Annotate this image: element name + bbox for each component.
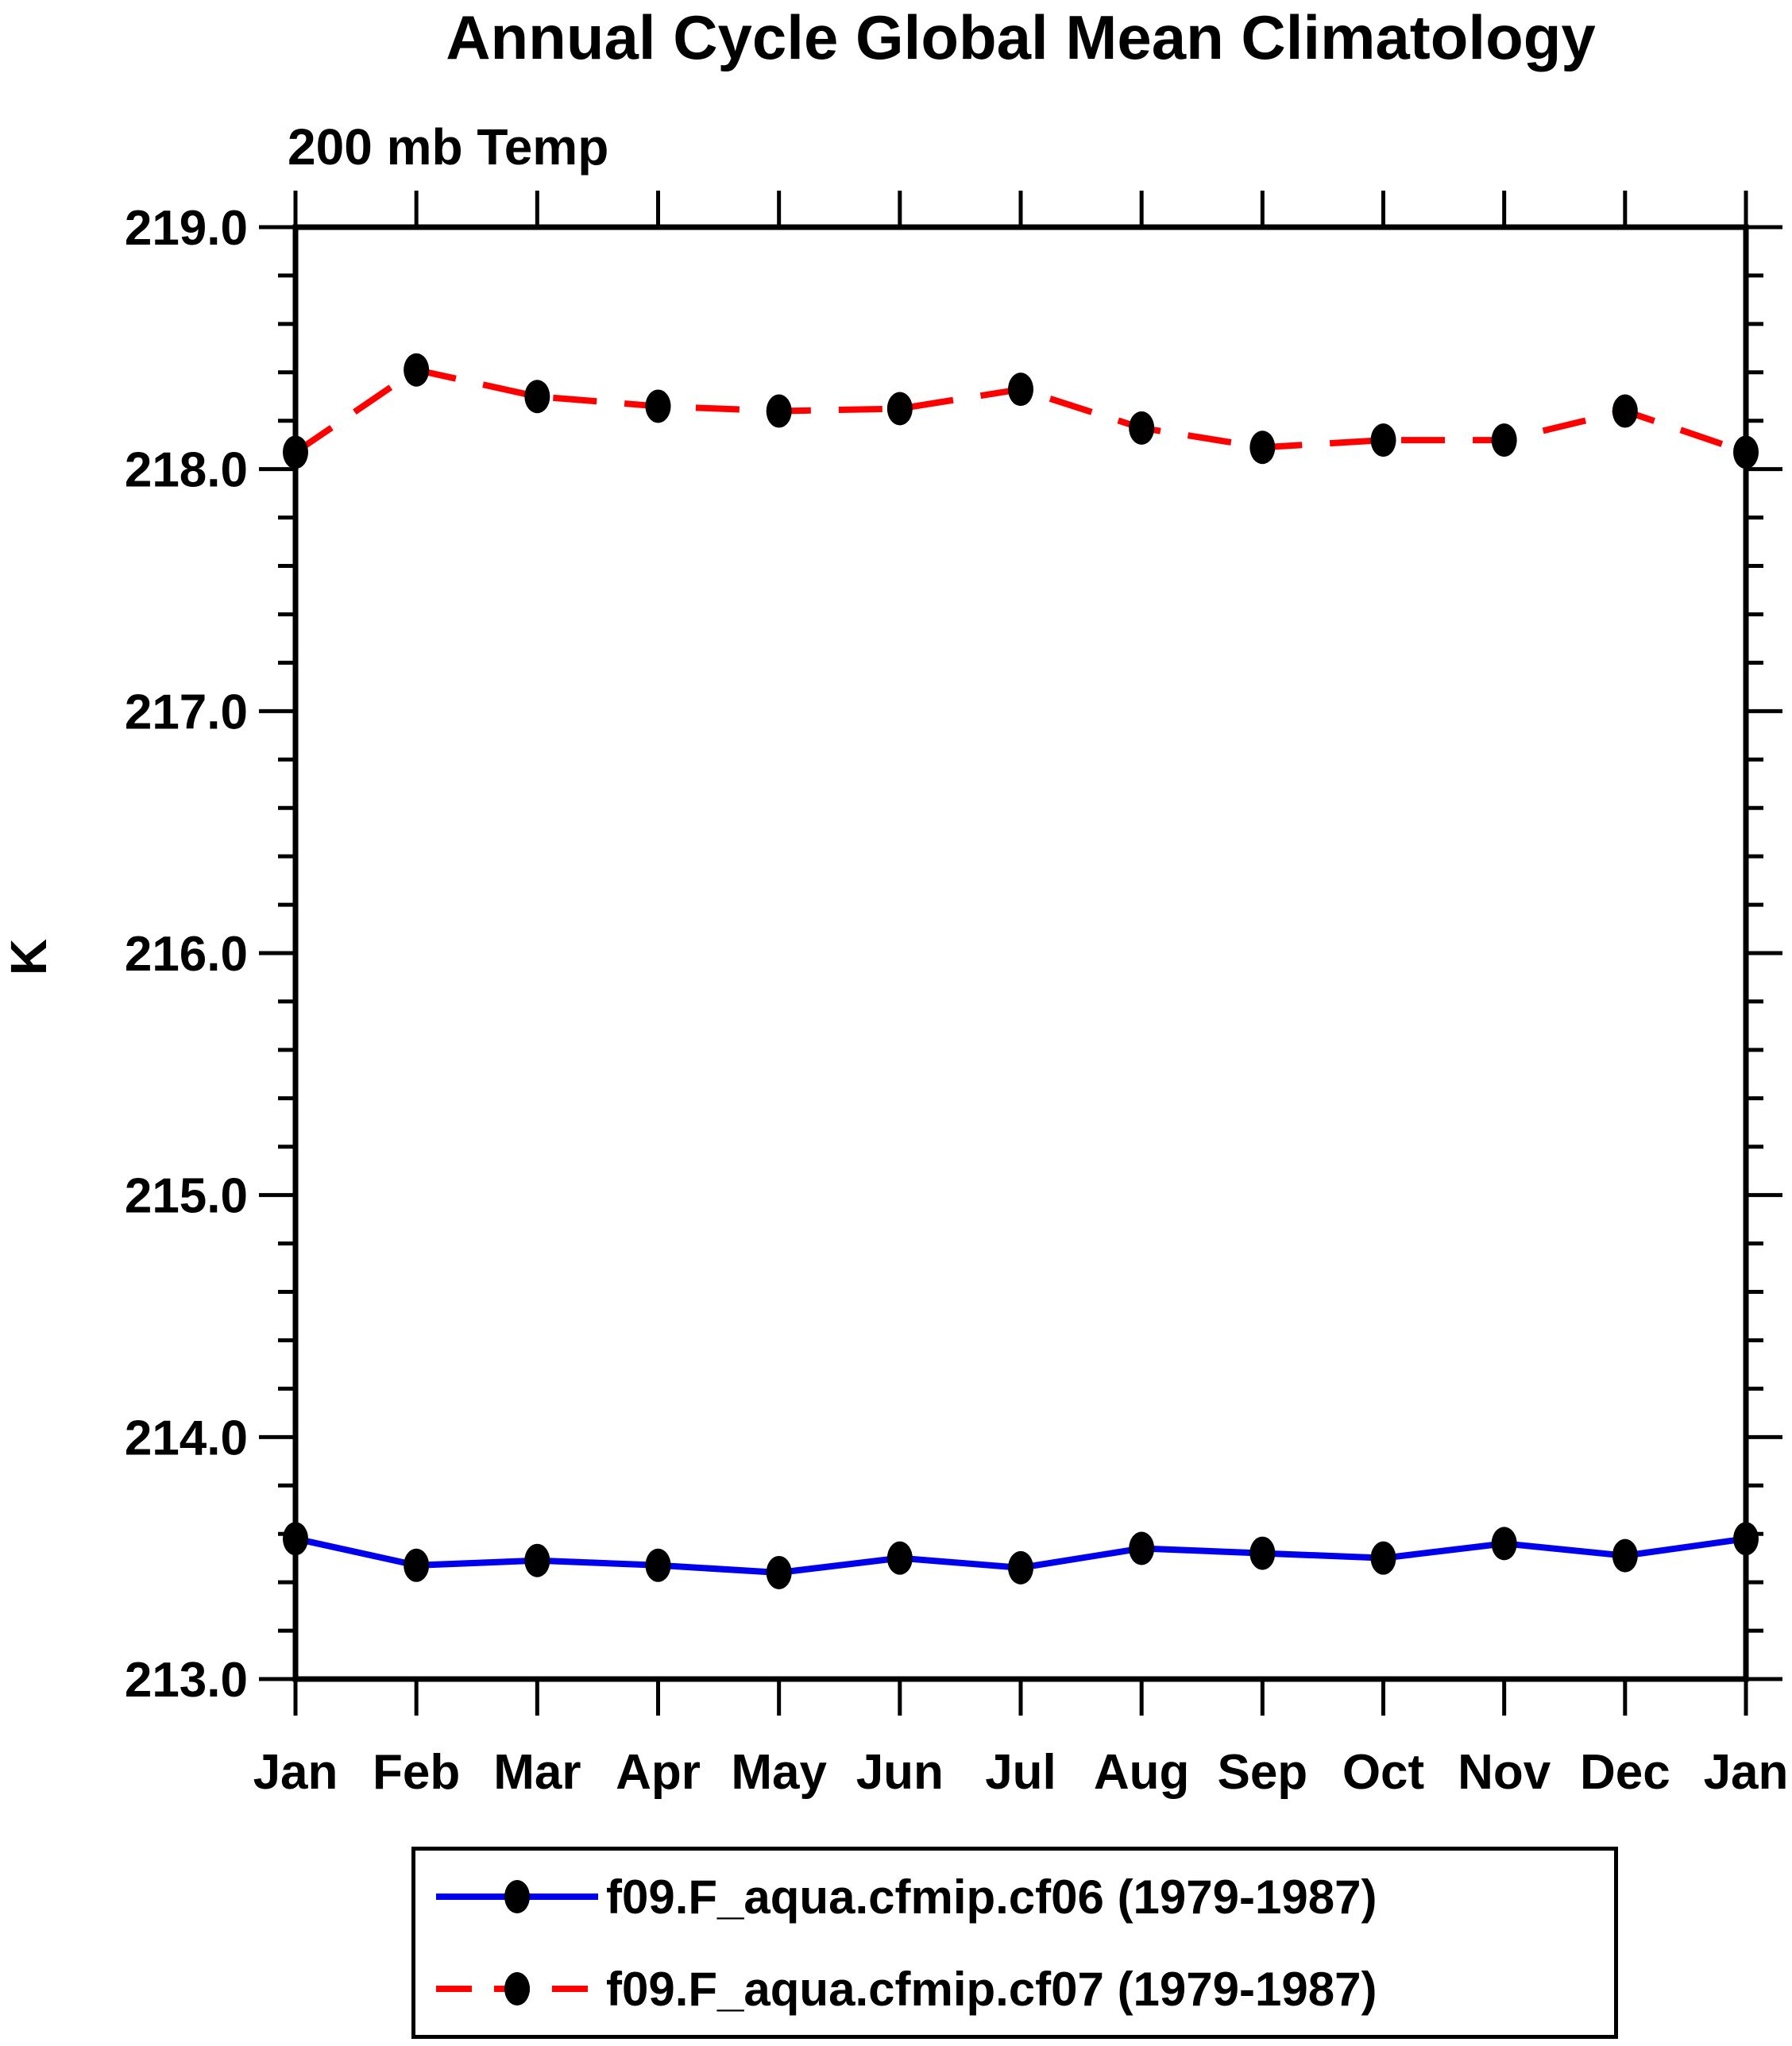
data-point-marker xyxy=(404,353,430,387)
x-tick-label: Oct xyxy=(1342,1745,1424,1800)
data-point-marker xyxy=(1370,1541,1396,1575)
data-point-marker xyxy=(886,392,913,426)
legend-label-cf06: f09.F_aqua.cfmip.cf06 (1979-1987) xyxy=(606,1870,1377,1924)
legend-item-cf06: f09.F_aqua.cfmip.cf06 (1979-1987) xyxy=(415,1861,1614,1932)
data-point-marker xyxy=(283,1522,308,1556)
x-tick-label: May xyxy=(731,1745,827,1800)
chart-subtitle: 200 mb Temp xyxy=(288,118,609,176)
y-axis-ticks xyxy=(259,225,1782,1681)
chart-title: Annual Cycle Global Mean Climatology xyxy=(446,2,1596,72)
legend-swatch-cf06 xyxy=(436,1880,598,1913)
data-point-marker xyxy=(1129,411,1155,445)
y-tick-label: 219.0 xyxy=(125,201,248,256)
data-point-marker xyxy=(886,1541,913,1575)
x-tick-label: Dec xyxy=(1580,1745,1670,1800)
legend-swatch-cf07 xyxy=(436,1972,598,2005)
data-point-marker xyxy=(1008,1550,1033,1585)
series-0-markers xyxy=(283,1522,1759,1589)
data-point-marker xyxy=(645,1548,671,1582)
y-tick-labels: 219.0 218.0 217.0 216.0 215.0 214.0 213.0 xyxy=(125,201,248,1708)
data-point-marker xyxy=(1008,373,1033,407)
data-point-marker xyxy=(283,435,308,469)
data-point-marker xyxy=(1612,394,1638,428)
legend-box: f09.F_aqua.cfmip.cf06 (1979-1987) f09.F_… xyxy=(411,1847,1618,2039)
x-tick-label: Nov xyxy=(1458,1745,1551,1800)
data-point-marker xyxy=(404,1548,430,1582)
x-axis-ticks xyxy=(293,191,1748,1716)
x-tick-label: Jan xyxy=(253,1745,338,1800)
x-tick-label: Sep xyxy=(1217,1745,1307,1800)
x-tick-label: Mar xyxy=(493,1745,581,1800)
y-tick-label: 214.0 xyxy=(125,1411,248,1465)
data-point-marker xyxy=(1491,423,1517,457)
x-tick-label: Feb xyxy=(373,1745,460,1800)
data-point-marker xyxy=(524,380,550,414)
data-point-marker xyxy=(1491,1527,1517,1561)
legend-marker-dot xyxy=(504,1972,530,2005)
data-point-marker xyxy=(766,1555,792,1589)
legend-item-cf07: f09.F_aqua.cfmip.cf07 (1979-1987) xyxy=(415,1953,1614,2025)
x-tick-label: Jan xyxy=(1704,1745,1789,1800)
x-tick-label: Aug xyxy=(1094,1745,1190,1800)
data-point-marker xyxy=(1249,430,1276,465)
data-point-marker xyxy=(1733,435,1759,469)
data-point-marker xyxy=(1612,1538,1638,1573)
legend-label-cf07: f09.F_aqua.cfmip.cf07 (1979-1987) xyxy=(606,1962,1377,2016)
y-tick-label: 213.0 xyxy=(125,1653,248,1708)
data-point-marker xyxy=(645,389,671,423)
x-tick-label: Apr xyxy=(616,1745,701,1800)
data-point-marker xyxy=(766,394,792,428)
y-tick-label: 218.0 xyxy=(125,443,248,498)
data-point-marker xyxy=(1129,1531,1155,1565)
x-tick-label: Jun xyxy=(856,1745,944,1800)
x-tick-labels: Jan Feb Mar Apr May Jun Jul Aug Sep Oct Nov Dec Jan xyxy=(253,1745,1789,1800)
x-tick-label: Jul xyxy=(985,1745,1056,1800)
y-tick-label: 215.0 xyxy=(125,1169,248,1224)
data-point-marker xyxy=(1249,1536,1276,1570)
y-tick-label: 217.0 xyxy=(125,685,248,739)
plot-frame xyxy=(292,224,1749,1682)
data-point-marker xyxy=(1370,423,1396,457)
data-point-marker xyxy=(1733,1522,1759,1556)
data-point-marker xyxy=(524,1543,550,1577)
y-tick-label: 216.0 xyxy=(125,927,248,982)
legend-marker-dot xyxy=(504,1880,530,1913)
series-1-markers xyxy=(283,353,1759,469)
